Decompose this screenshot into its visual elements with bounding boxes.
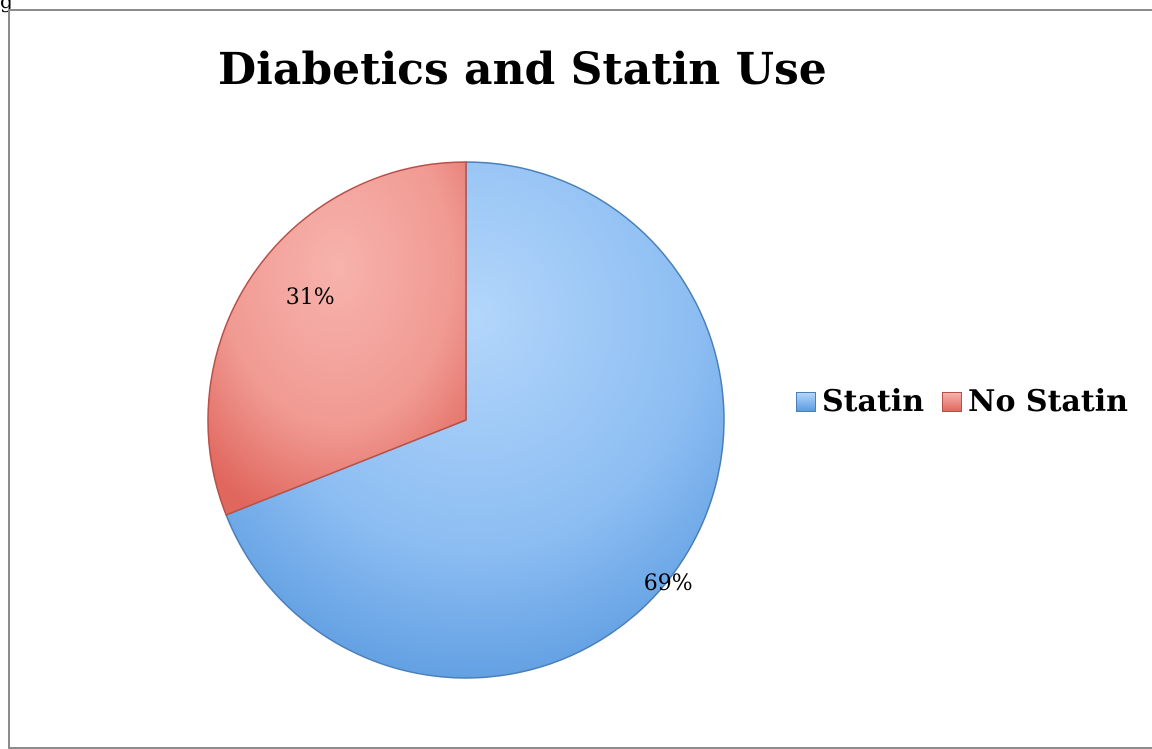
legend-item-no-statin: No Statin — [942, 384, 1128, 419]
legend-item-statin: Statin — [796, 384, 924, 419]
data-label-no-statin: 31% — [286, 285, 335, 310]
data-label-statin: 69% — [644, 571, 693, 596]
pie-slice-no-statin — [207, 161, 467, 516]
legend-swatch-no-statin — [942, 391, 963, 412]
chart-title: Diabetics and Statin Use — [218, 44, 827, 95]
legend-label-no-statin: No Statin — [968, 384, 1128, 419]
pie-slice-statin — [225, 161, 725, 679]
legend: Statin No Statin — [796, 384, 1146, 419]
legend-swatch-statin — [796, 391, 816, 412]
legend-label-statin: Statin — [822, 384, 925, 419]
page-corner-label: g — [0, 0, 13, 13]
